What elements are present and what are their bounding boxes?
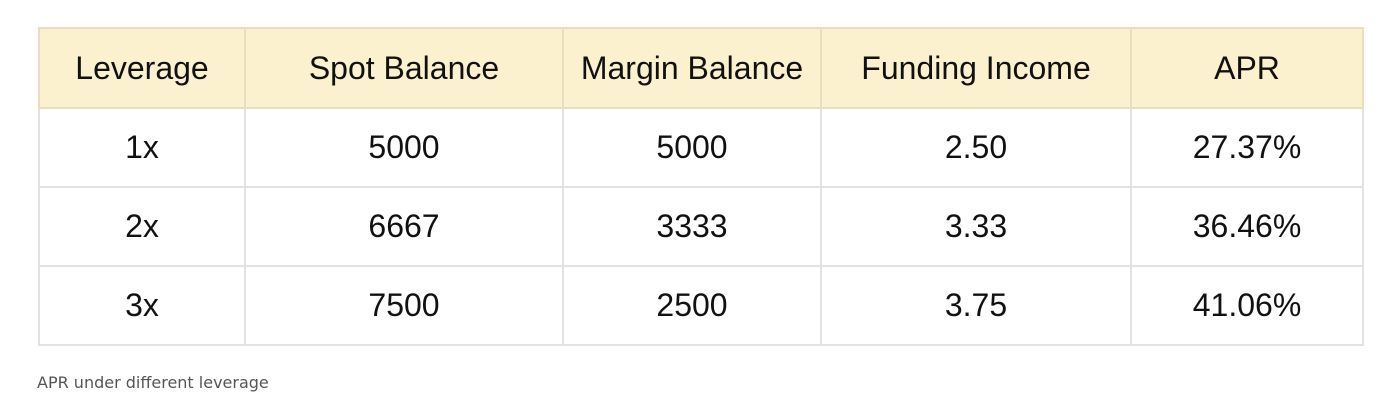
cell-leverage: 2x — [38, 186, 246, 267]
header-margin-balance: Margin Balance — [562, 27, 822, 109]
table-header-row: Leverage Spot Balance Margin Balance Fun… — [38, 27, 1364, 109]
cell-apr: 41.06% — [1130, 265, 1364, 346]
table-row: 2x 6667 3333 3.33 36.46% — [38, 186, 1364, 267]
cell-spot-balance: 5000 — [244, 107, 564, 188]
table-row: 3x 7500 2500 3.75 41.06% — [38, 265, 1364, 346]
cell-margin-balance: 2500 — [562, 265, 822, 346]
table-caption: APR under different leverage — [37, 373, 269, 392]
header-funding-income: Funding Income — [820, 27, 1132, 109]
cell-funding-income: 3.33 — [820, 186, 1132, 267]
header-spot-balance: Spot Balance — [244, 27, 564, 109]
cell-apr: 27.37% — [1130, 107, 1364, 188]
header-apr: APR — [1130, 27, 1364, 109]
cell-leverage: 3x — [38, 265, 246, 346]
cell-spot-balance: 7500 — [244, 265, 564, 346]
cell-leverage: 1x — [38, 107, 246, 188]
cell-apr: 36.46% — [1130, 186, 1364, 267]
header-leverage: Leverage — [38, 27, 246, 109]
cell-funding-income: 3.75 — [820, 265, 1132, 346]
leverage-apr-table: Leverage Spot Balance Margin Balance Fun… — [38, 27, 1364, 346]
cell-spot-balance: 6667 — [244, 186, 564, 267]
cell-margin-balance: 3333 — [562, 186, 822, 267]
table-row: 1x 5000 5000 2.50 27.37% — [38, 107, 1364, 188]
cell-margin-balance: 5000 — [562, 107, 822, 188]
cell-funding-income: 2.50 — [820, 107, 1132, 188]
